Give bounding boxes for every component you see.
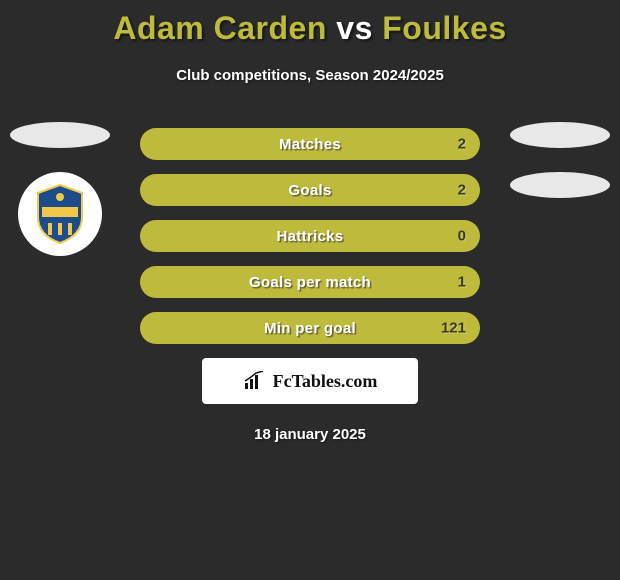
stat-label: Matches <box>279 136 341 153</box>
club-badge-left <box>18 172 102 256</box>
right-column <box>510 122 610 222</box>
stat-value: 121 <box>441 320 466 337</box>
right-oval-2 <box>510 172 610 198</box>
stat-row-goals: Goals 2 <box>140 174 480 206</box>
stat-value: 0 <box>458 228 466 245</box>
vs-text: vs <box>336 10 373 46</box>
footer-logo-text: FcTables.com <box>273 371 378 392</box>
stat-value: 2 <box>458 136 466 153</box>
player1-name: Adam Carden <box>113 10 327 46</box>
stat-label: Hattricks <box>277 228 344 245</box>
shield-icon <box>34 183 86 245</box>
stat-row-mpg: Min per goal 121 <box>140 312 480 344</box>
stats-table: Matches 2 Goals 2 Hattricks 0 Goals per … <box>140 128 480 344</box>
page-title: Adam Carden vs Foulkes <box>0 0 620 47</box>
subtitle: Club competitions, Season 2024/2025 <box>0 67 620 84</box>
date-text: 18 january 2025 <box>0 426 620 443</box>
stat-label: Goals per match <box>249 274 371 291</box>
stat-row-matches: Matches 2 <box>140 128 480 160</box>
stat-label: Min per goal <box>264 320 356 337</box>
player2-name: Foulkes <box>382 10 506 46</box>
barchart-icon <box>243 371 267 391</box>
left-column <box>10 122 110 256</box>
left-oval-1 <box>10 122 110 148</box>
stat-value: 1 <box>458 274 466 291</box>
stat-row-gpm: Goals per match 1 <box>140 266 480 298</box>
stat-value: 2 <box>458 182 466 199</box>
right-oval-1 <box>510 122 610 148</box>
stat-row-hattricks: Hattricks 0 <box>140 220 480 252</box>
footer-logo-box: FcTables.com <box>202 358 418 404</box>
stat-label: Goals <box>288 182 331 199</box>
